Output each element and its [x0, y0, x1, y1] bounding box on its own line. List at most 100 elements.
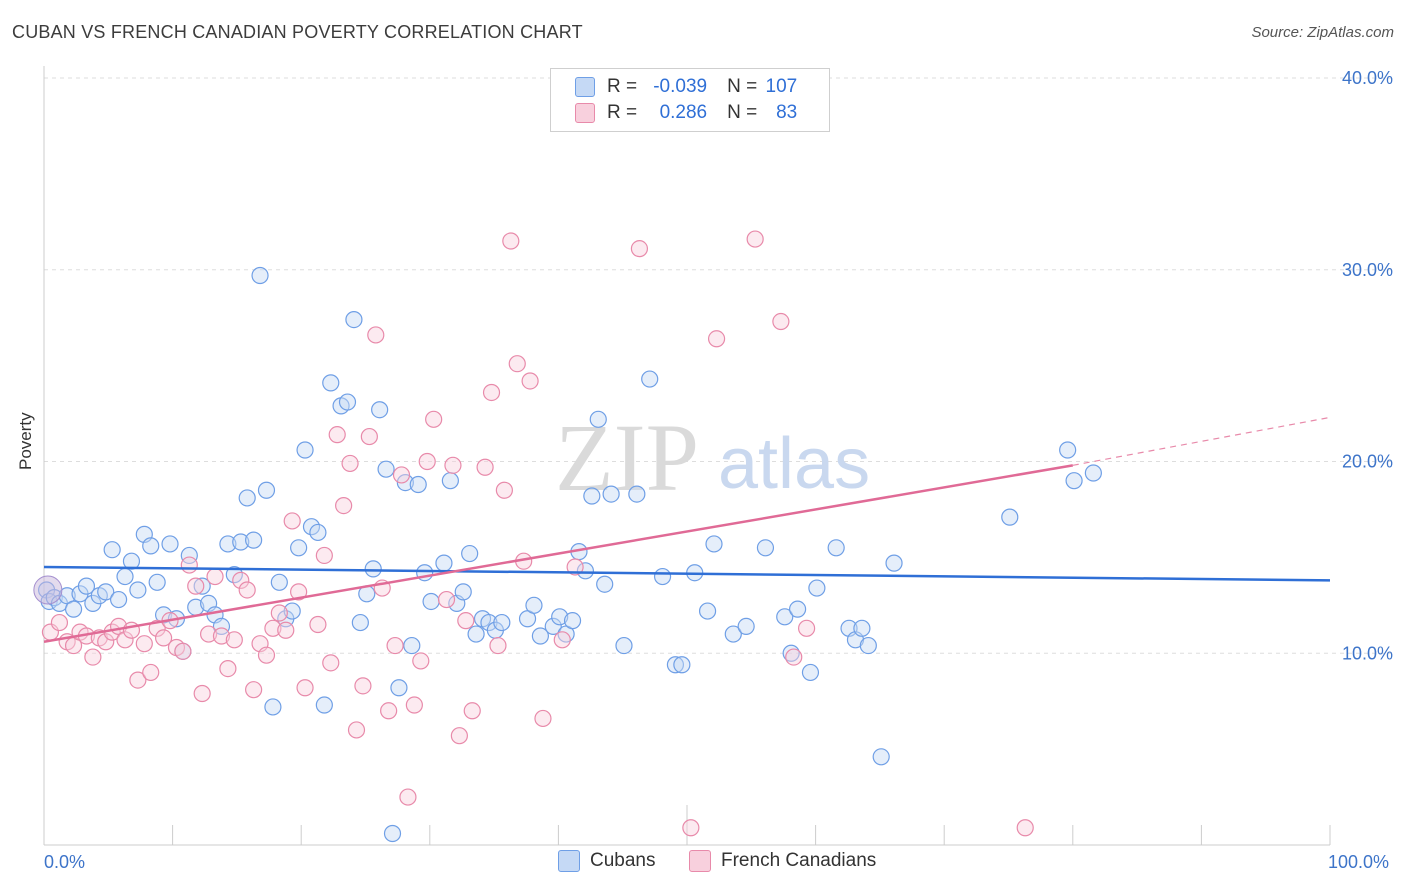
point-cubans [364, 560, 382, 578]
point-cubans [377, 460, 395, 478]
trend-line-french-canadians [43, 464, 1074, 643]
y-tick-label: 10.0% [1342, 643, 1393, 663]
point-cubans [103, 541, 121, 559]
point-french-canadians [264, 619, 282, 637]
trend-line-cubans [43, 565, 1331, 582]
point-french-canadians [277, 621, 295, 639]
point-french-canadians [482, 383, 501, 402]
point-french-canadians [200, 625, 218, 643]
point-cubans [116, 567, 134, 586]
chart-title: CUBAN VS FRENCH CANADIAN POVERTY CORRELA… [12, 22, 583, 42]
data-points [33, 230, 1102, 843]
point-french-canadians [116, 631, 134, 649]
legend-item-cubans: Cubans [558, 850, 656, 872]
x-axis-min-label: 0.0% [44, 852, 86, 872]
legend-item-french-canadians: French Canadians [689, 850, 876, 872]
point-cubans [109, 590, 128, 609]
correlation-legend: R = -0.039 N = 107 R = 0.286 N = 83 [550, 68, 830, 132]
point-french-canadians [97, 633, 115, 651]
point-french-canadians [534, 709, 552, 728]
point-french-canadians [148, 619, 166, 637]
point-cubans [296, 441, 314, 459]
point-french-canadians [135, 635, 153, 653]
point-cubans [551, 608, 569, 626]
legend-swatch-french-canadians [575, 103, 595, 123]
point-french-canadians [322, 654, 340, 672]
point-cubans [435, 554, 453, 572]
point-cubans [808, 579, 826, 597]
point-cubans [238, 489, 256, 507]
point-french-canadians [1016, 819, 1034, 837]
point-french-canadians [785, 648, 803, 666]
gridlines [44, 77, 1395, 654]
point-cubans [756, 539, 775, 557]
legend-label-cubans: Cubans [590, 850, 656, 871]
source-credit: Source: ZipAtlas.com [1251, 24, 1394, 41]
point-french-canadians [142, 663, 160, 682]
point-french-canadians [502, 232, 520, 250]
point-cubans [142, 537, 160, 555]
point-cubans [315, 696, 333, 714]
point-cubans [1084, 464, 1102, 482]
point-cubans [403, 636, 421, 655]
point-french-canadians [328, 426, 346, 444]
point-french-canadians [457, 612, 475, 630]
point-cubans [383, 824, 402, 843]
point-cubans [461, 544, 479, 563]
point-cubans [225, 566, 243, 584]
legend-label-french-canadians: French Canadians [721, 850, 877, 871]
point-french-canadians [257, 646, 276, 664]
legend-n-label: N = [727, 76, 758, 97]
point-french-canadians [335, 497, 353, 515]
legend-swatch-french-canadians [689, 850, 711, 872]
point-french-canadians [290, 583, 308, 601]
point-french-canadians [450, 727, 468, 745]
point-cubans [193, 577, 211, 595]
point-cubans [212, 617, 231, 636]
legend-n-value: 83 [776, 102, 798, 123]
point-french-canadians [354, 677, 372, 695]
point-french-canadians [444, 456, 462, 474]
point-french-canadians [392, 466, 411, 484]
point-cubans [788, 600, 807, 618]
point-french-canadians [341, 454, 359, 473]
point-cubans [801, 663, 820, 682]
point-cubans [602, 485, 620, 503]
point-french-canadians [746, 230, 764, 248]
point-cubans [309, 523, 327, 542]
point-french-canadians [489, 636, 507, 655]
point-cubans [673, 656, 691, 674]
point-cubans [493, 613, 511, 632]
series-legend: Cubans French Canadians [0, 850, 1406, 880]
point-cubans [122, 552, 141, 570]
point-cubans [290, 539, 308, 557]
point-cubans [885, 554, 903, 572]
point-french-canadians [386, 636, 404, 655]
point-cluster-edge [33, 575, 63, 605]
legend-r-value: 0.286 [659, 102, 708, 123]
point-french-canadians [225, 631, 243, 649]
point-cubans [264, 698, 282, 716]
point-french-canadians [50, 613, 69, 632]
point-french-canadians [283, 512, 301, 530]
point-french-canadians [232, 571, 250, 589]
point-french-canadians [180, 556, 198, 574]
point-cubans [615, 636, 633, 655]
point-cubans [371, 401, 389, 419]
point-french-canadians [418, 452, 436, 471]
point-french-canadians [425, 410, 443, 428]
point-cubans [283, 602, 301, 620]
point-cubans [322, 374, 340, 392]
point-cubans [596, 575, 614, 593]
point-french-canadians [463, 702, 481, 720]
point-cubans [257, 481, 276, 499]
point-french-canadians [212, 627, 231, 645]
point-french-canadians [270, 604, 288, 622]
point-cubans [219, 535, 237, 553]
point-french-canadians [380, 702, 398, 720]
point-french-canadians [206, 567, 224, 586]
point-french-canadians [405, 696, 423, 714]
legend-n-value: 107 [765, 76, 798, 97]
point-french-canadians [360, 427, 378, 446]
